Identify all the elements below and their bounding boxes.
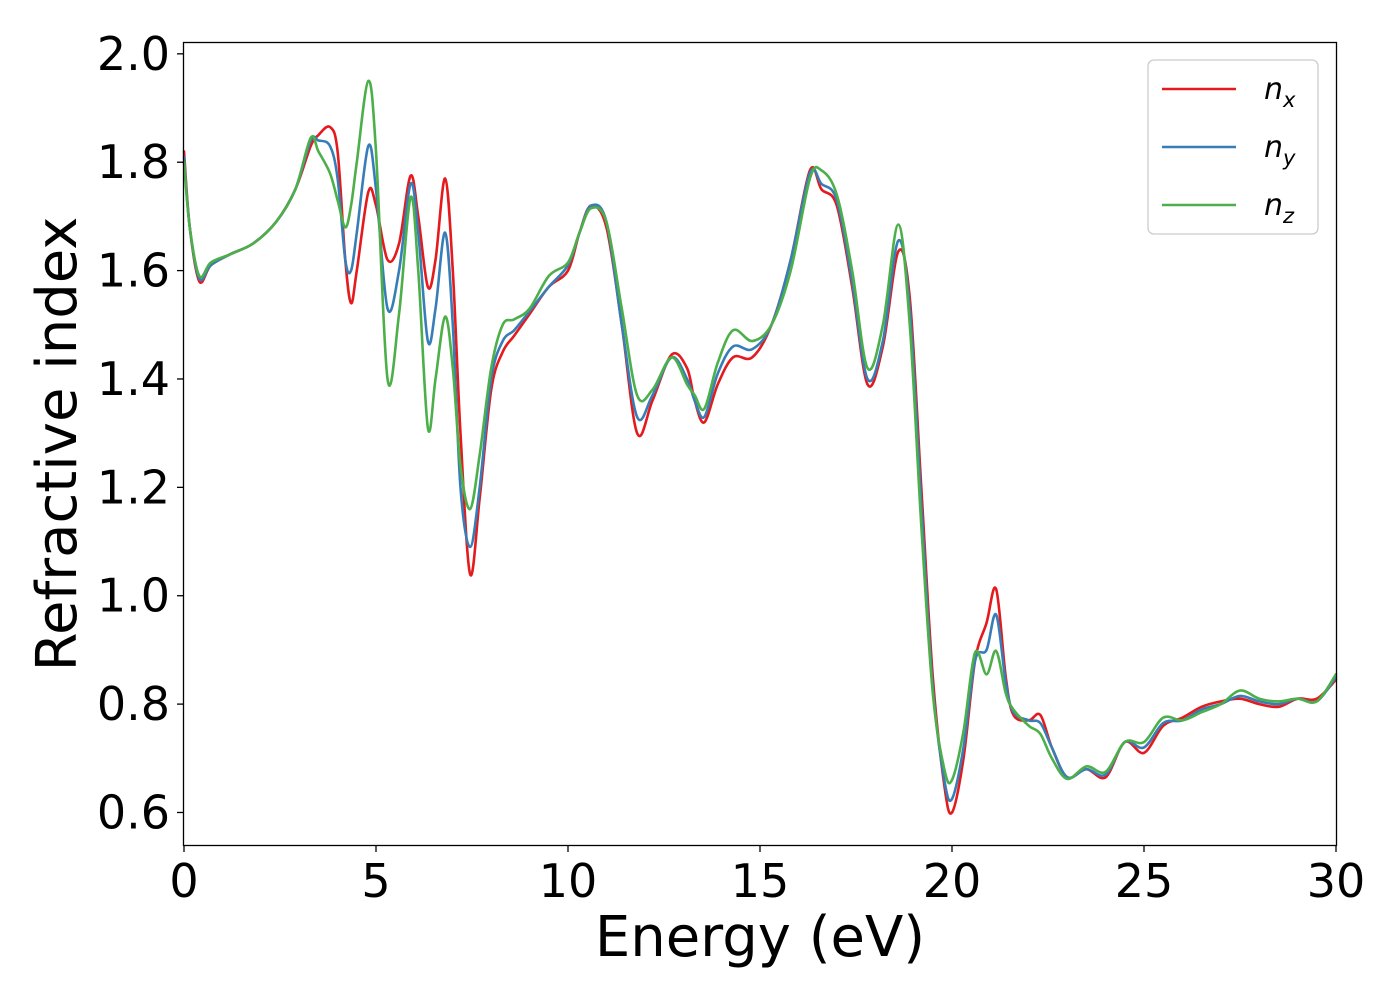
x-tick-label: 25	[1115, 854, 1174, 908]
x-tick-label: 15	[731, 854, 790, 908]
series-line-z	[182, 79, 1338, 785]
y-tick-label: 2.0	[97, 27, 170, 81]
x-axis-ticks: 0 5 10 15 20 25 30	[169, 845, 1365, 908]
y-tick-label: 1.2	[97, 460, 170, 514]
x-tick-label: 5	[361, 854, 390, 908]
y-tick-label: 1.8	[97, 135, 170, 189]
y-axis-ticks: 0.6 0.8 1.0 1.2 1.4 1.6 1.8 2.0	[97, 27, 184, 839]
y-tick-label: 0.6	[97, 785, 170, 839]
y-tick-label: 0.8	[97, 677, 170, 731]
x-axis-label: Energy (eV)	[595, 905, 925, 970]
y-tick-label: 1.4	[97, 352, 170, 406]
x-tick-label: 20	[923, 854, 982, 908]
y-tick-label: 1.0	[97, 569, 170, 623]
x-tick-label: 10	[539, 854, 598, 908]
series-line-y	[182, 135, 1338, 803]
y-tick-label: 1.6	[97, 244, 170, 298]
series-layer	[182, 79, 1338, 815]
y-axis-label: Refractive index	[25, 217, 90, 672]
x-tick-label: 30	[1307, 854, 1366, 908]
x-tick-label: 0	[169, 854, 198, 908]
